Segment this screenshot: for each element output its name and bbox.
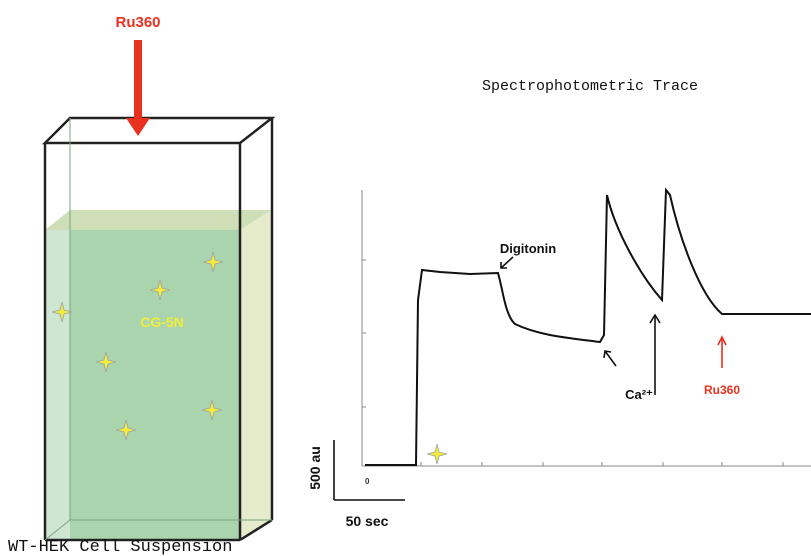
digitonin-arrow <box>500 256 514 269</box>
scale-bar <box>333 440 405 501</box>
inhibitor-label: Ru360 <box>704 383 740 397</box>
calcium-arrows <box>603 313 661 395</box>
cuvette-caption: WT-HEK Cell Suspension <box>8 538 232 556</box>
additive-arrow <box>126 40 150 136</box>
calcium-label: Ca²⁺ <box>625 387 653 402</box>
y-scale-label: 500 au <box>307 446 323 490</box>
x-scale-label: 50 sec <box>346 513 389 529</box>
inhibitor-arrow <box>717 335 727 368</box>
trace-title: Spectrophotometric Trace <box>482 78 698 95</box>
trace-line <box>365 187 811 466</box>
dye-label: CG-5N <box>140 314 184 330</box>
additive-label: Ru360 <box>115 14 160 31</box>
trace-axes <box>361 190 811 467</box>
origin-label: 0 <box>365 477 370 486</box>
cuvette <box>41 116 276 542</box>
digitonin-label: Digitonin <box>500 241 556 256</box>
